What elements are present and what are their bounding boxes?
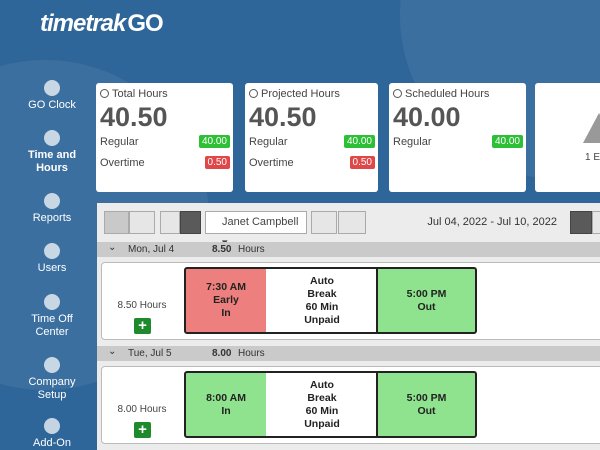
- save-button[interactable]: [311, 211, 337, 234]
- row-label: Overtime: [100, 157, 145, 169]
- punch-line: Out: [417, 300, 436, 313]
- date-range: Jul 04, 2022 - Jul 10, 2022: [427, 216, 557, 228]
- punch-block[interactable]: 8:00 AM In: [184, 371, 268, 438]
- punch-line: 7:30 AM: [206, 281, 246, 293]
- card-title: Scheduled Hours: [405, 88, 490, 100]
- summary-card: Total Hours 40.50 Regular 40.00 Overtime 0.50: [96, 83, 233, 192]
- punch-line: Auto: [310, 274, 334, 287]
- summary-card: Projected Hours 40.50 Regular 40.00 Overtime…: [245, 83, 378, 192]
- punch-line: 5:00 PM: [406, 287, 447, 300]
- day-card: 8.00 Hours +8:00 AM In Auto Break 60 Min Unpai…: [101, 366, 600, 444]
- punch-line: 8:00 AM: [206, 391, 246, 404]
- punch-line: Early: [213, 294, 239, 306]
- punch-line: In: [221, 307, 231, 319]
- logo-main: timetrak: [40, 10, 126, 37]
- punch-line: Unpaid: [304, 313, 340, 326]
- prev-button[interactable]: [160, 211, 180, 234]
- nav-item[interactable]: Users: [37, 262, 67, 274]
- summary-card: 1 E: [535, 83, 600, 192]
- day-header: ⌄ Tue, Jul 5 8.00 Hours: [97, 346, 600, 361]
- punch-line: 60 Min: [305, 404, 339, 417]
- chevron: ⌄: [108, 242, 117, 253]
- nav-item[interactable]: Reports: [32, 212, 72, 224]
- clock-icon: [100, 89, 109, 98]
- day-date: Mon, Jul 4: [128, 244, 175, 255]
- employee-name: Janet Campbell: [222, 216, 299, 228]
- day-total: 8.50: [212, 244, 232, 255]
- day-card: 8.50 Hours +7:30 AM Early In Auto Break 60 Min…: [101, 262, 600, 340]
- badge: 40.00: [343, 135, 375, 148]
- add-punch-button[interactable]: +: [134, 422, 151, 438]
- summary-card: Scheduled Hours 40.00 Regular 40.00: [389, 83, 526, 192]
- punch-line: Auto: [310, 378, 334, 391]
- nav-icon: [44, 193, 60, 209]
- chevron: ⌄: [108, 346, 117, 357]
- punch-block[interactable]: 5:00 PM Out: [376, 371, 477, 438]
- badge: 0.50: [349, 156, 375, 169]
- group-view-button[interactable]: [129, 211, 155, 234]
- row-label: Overtime: [249, 157, 294, 169]
- row-label: Regular: [100, 136, 139, 148]
- card-value: 40.50: [100, 102, 168, 132]
- clock-icon: [249, 89, 258, 98]
- badge: 0.50: [204, 156, 230, 169]
- range-next-button[interactable]: [592, 211, 600, 234]
- nav-item[interactable]: Time and Hours: [27, 149, 77, 174]
- day-summary: 8.00 Hours: [117, 404, 167, 415]
- single-view-button[interactable]: [104, 211, 129, 234]
- punch-line: Break: [307, 391, 337, 404]
- card-value: 40.00: [393, 102, 461, 132]
- clock-icon: [393, 89, 402, 98]
- punch-block[interactable]: Auto Break 60 Min Unpaid: [266, 371, 378, 438]
- day-unit: Hours: [238, 244, 265, 255]
- card-title: Projected Hours: [261, 88, 340, 100]
- day-header: ⌄ Mon, Jul 4 8.50 Hours: [97, 242, 600, 257]
- logo-go: GO: [127, 10, 163, 37]
- nav-icon: [44, 294, 60, 310]
- punch-line: 60 Min: [305, 300, 339, 313]
- range-prev-button[interactable]: [570, 211, 592, 234]
- punch-line: Out: [417, 404, 436, 417]
- badge: 40.00: [198, 135, 230, 148]
- warning-icon: [583, 113, 600, 143]
- employee-select[interactable]: Janet Campbell ▾: [205, 211, 307, 249]
- nav-item[interactable]: Add-On: [33, 437, 71, 449]
- nav-icon: [44, 80, 60, 96]
- nav-item[interactable]: GO Clock: [28, 99, 76, 111]
- card-title: Total Hours: [112, 88, 168, 100]
- card-value: 40.50: [249, 102, 317, 132]
- punch-block[interactable]: 5:00 PM Out: [376, 267, 477, 334]
- badge: 40.00: [491, 135, 523, 148]
- refresh-button[interactable]: [338, 211, 366, 234]
- nav-item[interactable]: Time Off Center: [31, 313, 73, 338]
- day-date: Tue, Jul 5: [128, 348, 172, 359]
- day-unit: Hours: [238, 348, 265, 359]
- punch-block[interactable]: Auto Break 60 Min Unpaid: [266, 267, 378, 334]
- logo[interactable]: timetrakGO: [40, 10, 164, 38]
- punch-line: Break: [307, 287, 337, 300]
- add-punch-button[interactable]: +: [134, 318, 151, 334]
- nav-icon: [44, 243, 60, 259]
- punch-line: Unpaid: [304, 417, 340, 430]
- row-label: Regular: [393, 136, 432, 148]
- day-total: 8.00: [212, 348, 232, 359]
- row-label: Regular: [249, 136, 288, 148]
- punch-block[interactable]: 7:30 AM Early In: [184, 267, 268, 334]
- nav-icon: [44, 357, 60, 373]
- nav-item[interactable]: Company Setup: [28, 376, 76, 401]
- day-summary: 8.50 Hours: [117, 300, 167, 311]
- punch-line: In: [221, 404, 231, 417]
- nav-icon: [44, 418, 60, 434]
- punch-line: 5:00 PM: [406, 391, 447, 404]
- nav-icon: [44, 130, 60, 146]
- card-text: 1 E: [585, 152, 600, 163]
- next-button[interactable]: [180, 211, 201, 234]
